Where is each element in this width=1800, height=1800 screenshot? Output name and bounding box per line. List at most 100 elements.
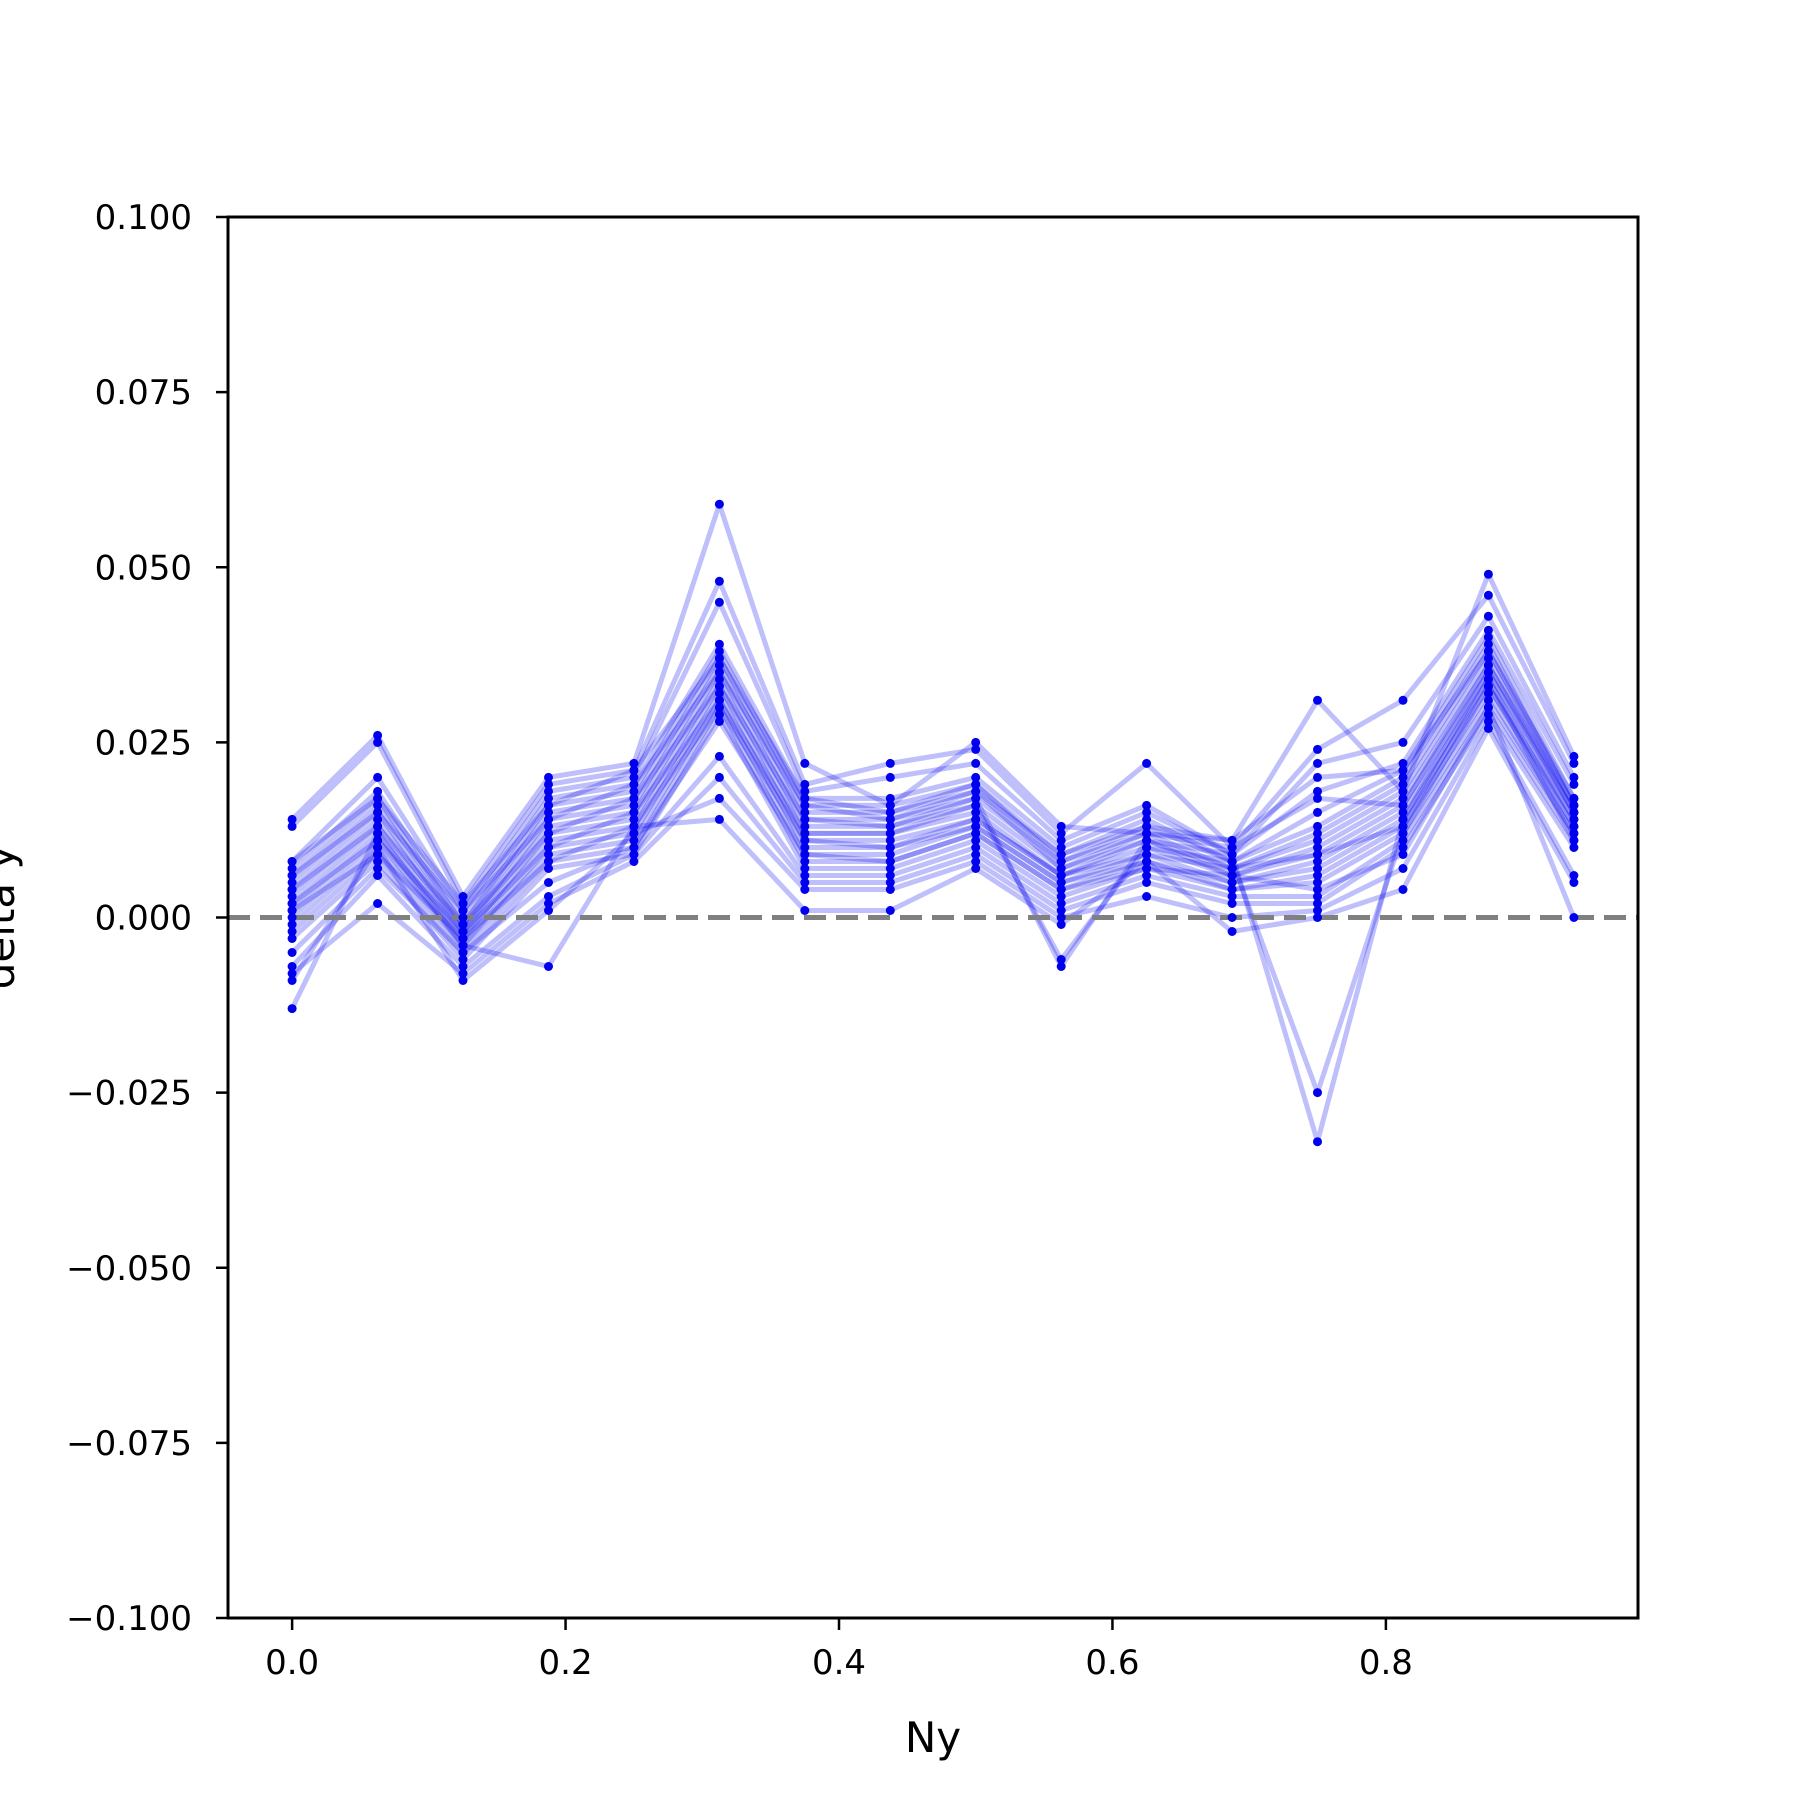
- data-point: [629, 758, 639, 768]
- data-point: [1227, 927, 1237, 936]
- data-point: [1398, 835, 1408, 845]
- data-point: [1483, 569, 1493, 579]
- data-point: [287, 892, 297, 901]
- data-point: [800, 814, 810, 824]
- data-point: [458, 976, 468, 985]
- series-line-15: [290, 711, 1577, 976]
- data-point: [714, 576, 724, 586]
- data-point: [629, 835, 639, 845]
- data-point: [1227, 899, 1237, 908]
- data-point: [1313, 695, 1322, 705]
- data-point: [1398, 807, 1408, 817]
- data-point: [1398, 695, 1408, 705]
- data-point: [458, 906, 468, 915]
- data-point: [287, 878, 297, 887]
- data-point: [885, 800, 895, 810]
- data-point: [629, 857, 639, 866]
- data-point: [458, 892, 468, 901]
- data-point: [1313, 821, 1322, 831]
- data-point: [971, 843, 981, 852]
- data-point: [1569, 871, 1579, 880]
- data-point: [373, 786, 383, 796]
- data-point: [287, 948, 297, 957]
- x-axis-ticks: 0.0 0.2 0.4 0.6 0.8: [265, 1618, 1413, 1683]
- data-point: [1142, 821, 1152, 831]
- series-line-21: [290, 648, 1577, 906]
- data-point: [629, 793, 639, 803]
- data-point: [287, 913, 297, 922]
- data-point: [971, 737, 981, 747]
- data-point: [1142, 878, 1152, 887]
- data-point: [458, 955, 468, 964]
- data-point: [544, 800, 553, 810]
- data-point: [1483, 688, 1493, 698]
- data-point: [629, 807, 639, 817]
- series-line-10: [290, 676, 1577, 948]
- data-point: [1056, 835, 1066, 845]
- series-line-1: [290, 578, 1577, 906]
- data-point: [1227, 835, 1237, 845]
- series-line-20: [290, 662, 1577, 913]
- data-point: [373, 843, 383, 852]
- data-point: [714, 653, 724, 663]
- data-point: [1569, 835, 1579, 845]
- data-point: [458, 920, 468, 929]
- data-point: [1483, 702, 1493, 712]
- data-point: [1483, 716, 1493, 726]
- data-point: [1483, 674, 1493, 684]
- data-point: [1569, 793, 1579, 803]
- data-point: [1483, 709, 1493, 719]
- x-tick-label: 0.0: [265, 1643, 319, 1683]
- y-axis-ticks: 0.100 0.075 0.050 0.025 0.000 −0.025 −0.050 −0.…: [66, 198, 228, 1639]
- series-line-7: [290, 655, 1577, 934]
- data-point: [714, 688, 724, 698]
- data-point: [458, 969, 468, 978]
- data-point: [458, 934, 468, 943]
- data-point: [1313, 807, 1322, 817]
- data-point: [287, 906, 297, 915]
- data-point: [885, 885, 895, 894]
- data-point: [1313, 1088, 1322, 1098]
- data-point: [287, 864, 297, 873]
- data-point: [1056, 962, 1066, 971]
- y-tick-label: 0.075: [95, 373, 192, 413]
- data-point: [629, 821, 639, 831]
- data-point: [800, 864, 810, 873]
- y-axis-label: delta y: [0, 845, 24, 990]
- data-point: [971, 835, 981, 845]
- data-point: [544, 899, 553, 908]
- data-point: [1398, 786, 1408, 796]
- data-point: [971, 793, 981, 803]
- series-line-18: [290, 683, 1577, 1096]
- series-line-8: [290, 662, 1577, 941]
- data-point: [1313, 892, 1322, 901]
- data-point: [1483, 632, 1493, 642]
- series-line-13: [290, 697, 1577, 962]
- data-point: [287, 899, 297, 908]
- series-line-16: [289, 718, 1577, 983]
- data-point: [287, 927, 297, 936]
- data-point: [714, 695, 724, 705]
- data-point: [1056, 955, 1066, 964]
- data-point: [714, 639, 724, 649]
- data-point: [373, 772, 383, 782]
- data-point: [1483, 660, 1493, 670]
- data-point: [629, 779, 639, 789]
- data-point: [885, 864, 895, 873]
- data-point: [971, 807, 981, 817]
- data-point: [800, 779, 810, 789]
- data-point: [1569, 772, 1579, 782]
- data-point: [1056, 878, 1066, 887]
- data-point: [1483, 611, 1493, 621]
- data-point: [1142, 864, 1152, 873]
- data-point: [971, 814, 981, 824]
- data-point: [885, 807, 895, 817]
- data-point: [287, 920, 297, 929]
- data-point: [800, 807, 810, 817]
- data-point: [1313, 843, 1322, 852]
- data-point: [1142, 758, 1152, 768]
- series-layer: [289, 501, 1577, 1145]
- data-point: [971, 850, 981, 859]
- x-tick-label: 0.4: [812, 1643, 866, 1683]
- data-point: [1313, 758, 1322, 768]
